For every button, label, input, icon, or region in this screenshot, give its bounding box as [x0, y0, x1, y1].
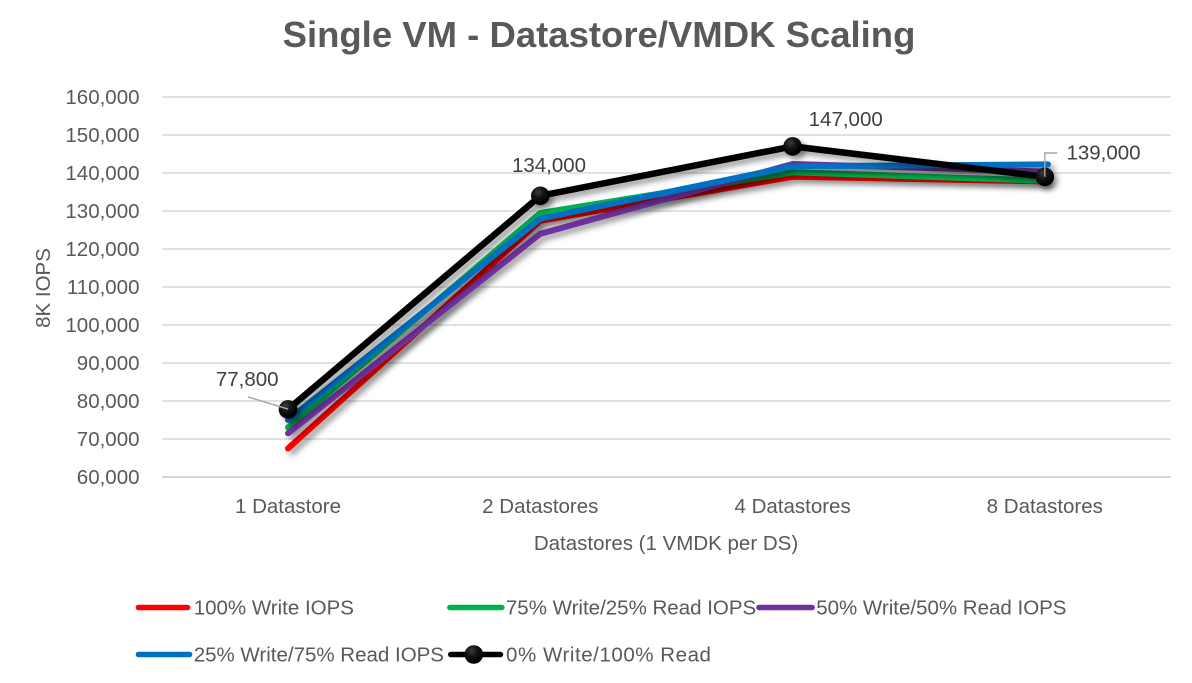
svg-text:50% Write/50% Read IOPS: 50% Write/50% Read IOPS [816, 597, 1066, 620]
svg-text:110,000: 110,000 [67, 276, 140, 299]
svg-text:77,800: 77,800 [216, 368, 279, 391]
svg-text:147,000: 147,000 [809, 108, 883, 131]
svg-text:130,000: 130,000 [65, 200, 139, 223]
svg-text:0% Write/100% Read: 0% Write/100% Read [506, 644, 712, 667]
svg-text:100% Write IOPS: 100% Write IOPS [194, 597, 354, 620]
svg-text:70,000: 70,000 [77, 428, 140, 451]
svg-text:Datastores (1 VMDK per DS): Datastores (1 VMDK per DS) [534, 532, 798, 555]
svg-text:160,000: 160,000 [65, 86, 139, 109]
svg-text:90,000: 90,000 [77, 352, 140, 375]
svg-text:60,000: 60,000 [77, 466, 140, 489]
svg-text:75% Write/25% Read IOPS: 75% Write/25% Read IOPS [506, 597, 756, 620]
svg-text:80,000: 80,000 [77, 390, 140, 413]
svg-text:139,000: 139,000 [1066, 142, 1140, 165]
svg-text:150,000: 150,000 [65, 124, 139, 147]
svg-text:1 Datastore: 1 Datastore [235, 495, 341, 518]
svg-text:100,000: 100,000 [65, 314, 139, 337]
svg-text:8K IOPS: 8K IOPS [32, 248, 55, 328]
svg-text:Single VM - Datastore/VMDK Sca: Single VM - Datastore/VMDK Scaling [283, 14, 916, 55]
svg-text:134,000: 134,000 [512, 154, 586, 177]
svg-text:140,000: 140,000 [65, 162, 139, 185]
svg-text:4 Datastores: 4 Datastores [734, 495, 850, 518]
svg-text:8 Datastores: 8 Datastores [987, 495, 1103, 518]
svg-text:25% Write/75% Read IOPS: 25% Write/75% Read IOPS [194, 644, 444, 667]
svg-text:120,000: 120,000 [65, 238, 139, 261]
svg-text:2 Datastores: 2 Datastores [482, 495, 598, 518]
